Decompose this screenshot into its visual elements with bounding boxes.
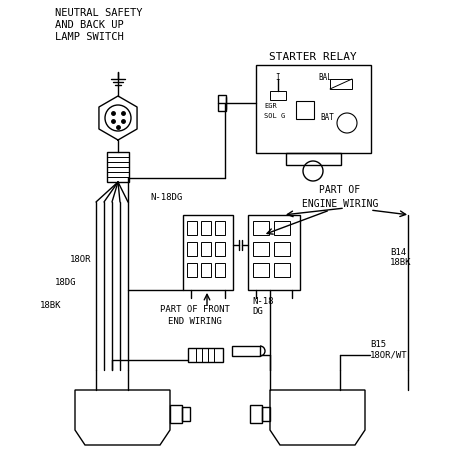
Text: 18OR: 18OR: [70, 255, 91, 264]
Bar: [187, 242, 197, 256]
Bar: [274, 242, 290, 256]
Bar: [107, 152, 129, 182]
Text: LAMP SWITCH: LAMP SWITCH: [55, 32, 124, 42]
Text: SOL G: SOL G: [264, 113, 285, 119]
Text: N-18
DG: N-18 DG: [252, 297, 273, 316]
Text: 18BK: 18BK: [40, 301, 62, 310]
Text: AND BACK UP: AND BACK UP: [55, 20, 124, 30]
Bar: [170, 405, 182, 423]
Bar: [270, 91, 286, 100]
Bar: [218, 95, 226, 111]
Bar: [253, 263, 269, 277]
Bar: [262, 407, 270, 421]
Bar: [201, 221, 211, 235]
Bar: [274, 263, 290, 277]
Bar: [330, 79, 352, 89]
Bar: [256, 65, 371, 153]
Bar: [232, 346, 260, 356]
Text: BAT: BAT: [320, 113, 334, 122]
Bar: [215, 221, 225, 235]
Bar: [296, 101, 314, 119]
Bar: [201, 263, 211, 277]
Bar: [248, 215, 300, 290]
Text: B15
18OR/WT: B15 18OR/WT: [370, 340, 408, 359]
Bar: [253, 221, 269, 235]
Bar: [182, 407, 190, 421]
Bar: [286, 153, 341, 165]
Bar: [215, 263, 225, 277]
Text: NEUTRAL SAFETY: NEUTRAL SAFETY: [55, 8, 143, 18]
Text: BAL: BAL: [318, 73, 332, 82]
Bar: [183, 215, 233, 290]
Bar: [215, 242, 225, 256]
Text: 18DG: 18DG: [55, 278, 76, 287]
Text: STARTER RELAY: STARTER RELAY: [269, 52, 357, 62]
Bar: [187, 221, 197, 235]
Bar: [274, 221, 290, 235]
Text: PART OF FRONT
END WIRING: PART OF FRONT END WIRING: [160, 305, 230, 326]
Bar: [250, 405, 262, 423]
Bar: [201, 242, 211, 256]
Text: EGR: EGR: [264, 103, 277, 109]
Bar: [187, 263, 197, 277]
Bar: [253, 242, 269, 256]
Text: I: I: [276, 73, 280, 82]
Text: PART OF
ENGINE WIRING: PART OF ENGINE WIRING: [302, 185, 378, 209]
Bar: [188, 348, 223, 362]
Text: N-18DG: N-18DG: [150, 193, 182, 202]
Text: B14
18BK: B14 18BK: [390, 248, 411, 267]
